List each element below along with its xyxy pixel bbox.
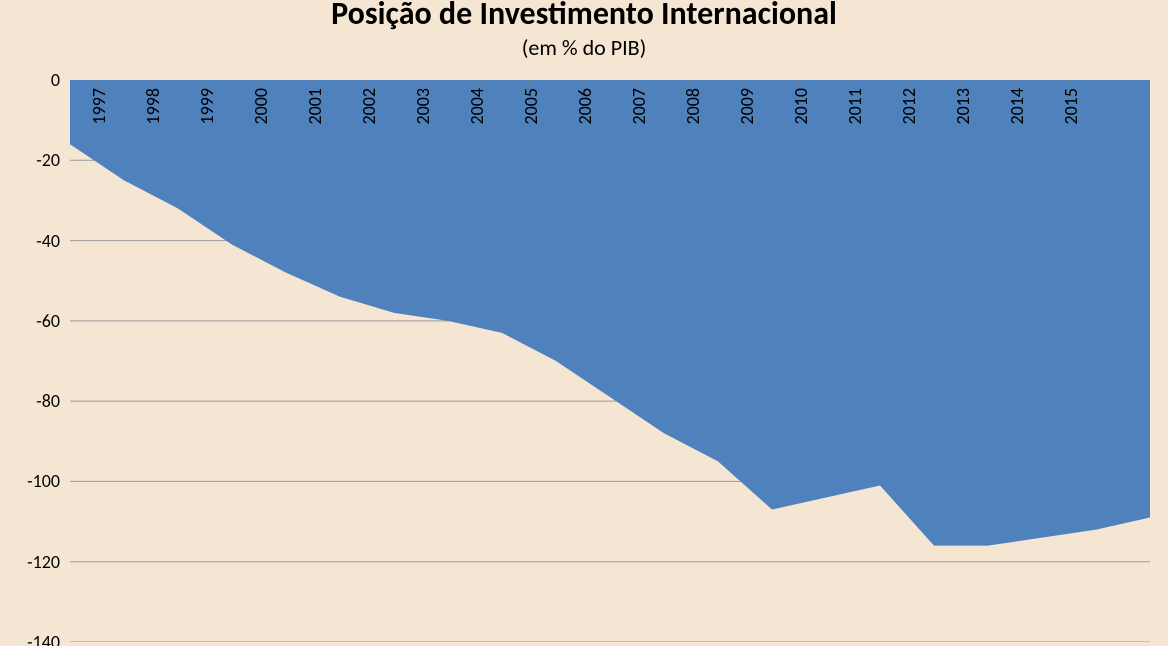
x-tick-label: 2002 (358, 88, 380, 125)
y-tick-label: -80 (10, 390, 60, 412)
chart-title: Posição de Investimento Internacional (0, 0, 1168, 33)
area-chart-svg (70, 80, 1150, 642)
chart-subtitle: (em % do PIB) (0, 34, 1168, 61)
x-tick-label: 2006 (574, 88, 596, 125)
x-tick-label: 1998 (142, 88, 164, 125)
x-tick-label: 2007 (628, 88, 650, 125)
y-tick-label: -20 (10, 149, 60, 171)
y-tick-label: -60 (10, 310, 60, 332)
y-tick-label: 0 (10, 69, 60, 91)
x-tick-label: 2003 (412, 88, 434, 125)
x-tick-label: 2015 (1060, 88, 1082, 125)
x-tick-label: 2011 (844, 88, 866, 125)
x-tick-label: 1999 (196, 88, 218, 125)
chart-container: Posição de Investimento Internacional (e… (0, 0, 1168, 646)
x-tick-label: 2009 (736, 88, 758, 125)
x-tick-label: 2001 (304, 88, 326, 125)
y-tick-label: -100 (10, 470, 60, 492)
y-tick-label: -140 (10, 631, 60, 646)
y-tick-label: -40 (10, 230, 60, 252)
x-tick-label: 2010 (790, 88, 812, 125)
plot-area (70, 80, 1150, 642)
y-tick-label: -120 (10, 551, 60, 573)
x-tick-label: 2004 (466, 88, 488, 125)
x-tick-label: 2005 (520, 88, 542, 125)
x-tick-label: 2012 (898, 88, 920, 125)
x-tick-label: 2000 (250, 88, 272, 125)
x-tick-label: 2008 (682, 88, 704, 125)
x-tick-label: 1997 (88, 88, 110, 125)
x-tick-label: 2013 (952, 88, 974, 125)
x-tick-label: 2014 (1006, 88, 1028, 125)
